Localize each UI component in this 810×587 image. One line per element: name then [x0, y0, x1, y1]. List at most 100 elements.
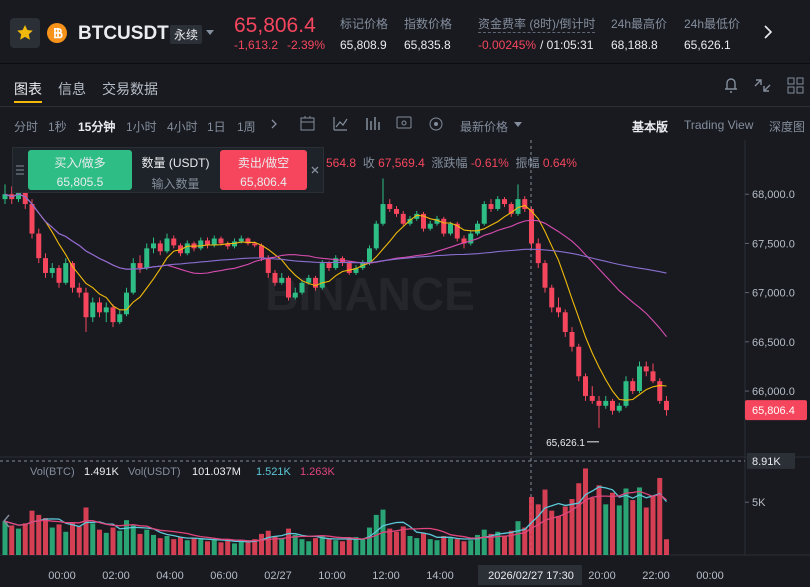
volume-bar: [589, 498, 595, 555]
buy-label: 买入/做多: [54, 156, 106, 170]
volume-bar: [83, 507, 89, 555]
ohlc-label: 振幅: [515, 156, 540, 170]
view[interactable]: Trading View: [684, 118, 754, 132]
candle-body: [151, 243, 156, 249]
drag-handle[interactable]: [13, 148, 27, 192]
volume-bar: [272, 536, 278, 555]
ohlc-value: 564.8: [326, 156, 357, 170]
interval[interactable]: 分时: [14, 120, 39, 134]
view-active[interactable]: 基本版: [632, 120, 669, 134]
x-tick-label: 02/27: [264, 570, 292, 582]
volume-bar: [137, 533, 143, 555]
candle-body: [279, 277, 285, 283]
y-tick-label: 66,000.0: [752, 386, 795, 398]
volume-bar: [360, 539, 366, 555]
candle-body: [569, 331, 575, 347]
divider: [0, 63, 810, 64]
candle-body: [596, 400, 602, 406]
candle-body: [400, 213, 406, 224]
volume-bar: [171, 539, 177, 555]
volume-bar: [191, 538, 197, 555]
vol-legend: 1.263K: [300, 466, 336, 478]
volume-bar: [76, 526, 82, 555]
favorite-button[interactable]: [10, 18, 40, 48]
candle-body: [495, 199, 501, 209]
volume-bar: [313, 538, 318, 555]
crosshair-vol-box: [747, 452, 795, 469]
vol-legend: Vol(USDT): [128, 466, 181, 478]
x-tick-label: 10:00: [318, 570, 346, 582]
scroll-left: [3, 514, 10, 528]
volume-bar: [259, 533, 264, 555]
candle-body: [468, 233, 474, 244]
qty-placeholder: 输入数量: [151, 177, 200, 191]
sell-label: 卖出/做空: [237, 156, 290, 170]
interval[interactable]: 1日: [207, 120, 226, 134]
x-tick-label: 00:00: [48, 570, 76, 582]
interval[interactable]: 4小时: [167, 120, 198, 134]
volume-bar: [184, 540, 190, 555]
volume-bar: [238, 541, 244, 555]
x-tick-label: 06:00: [210, 570, 238, 582]
volume-bar: [218, 542, 224, 555]
qty-input[interactable]: 数量 (USDT) 输入数量: [133, 150, 218, 191]
candle-body: [414, 213, 420, 219]
x-tick-label: 00:00: [696, 570, 724, 582]
last-price: 65,806.4: [234, 14, 316, 37]
stat-label: 24h最低价: [684, 17, 741, 31]
interval[interactable]: 1小时: [126, 120, 157, 134]
volume-bar: [407, 536, 413, 555]
interval-active[interactable]: 15分钟: [78, 120, 116, 134]
chart: BINANCE 68,000.0 67,500.0 67,000.0 66,500.0 6…: [0, 140, 810, 585]
y-tick-label: 67,500.0: [752, 238, 795, 250]
scroll-right[interactable]: [763, 25, 773, 39]
candle-body: [272, 272, 278, 283]
candle-body: [387, 204, 393, 209]
candle-body: [130, 263, 136, 293]
symbol[interactable]: BTCUSDT: [78, 23, 169, 44]
vol-legend: 101.037M: [192, 466, 241, 478]
volume-bar: [198, 539, 204, 555]
volume-bar: [522, 527, 528, 555]
dropdown-icon[interactable]: [514, 122, 522, 128]
view[interactable]: 深度图: [769, 120, 806, 134]
tab-icons[interactable]: [720, 74, 810, 96]
candle-body: [238, 238, 244, 242]
ohlc-label: 收: [362, 156, 375, 170]
volume-bar: [346, 538, 352, 555]
dropdown-icon[interactable]: [205, 29, 215, 37]
drag-icon: [16, 165, 24, 175]
candle-body: [353, 268, 359, 273]
volume-bar: [333, 540, 339, 555]
candle-body: [610, 400, 615, 411]
interval[interactable]: 1周: [237, 120, 256, 134]
crosshair-time-box: [478, 565, 582, 585]
volume-bar: [454, 539, 460, 555]
tab[interactable]: 信息: [58, 81, 86, 97]
tool-icons[interactable]: [270, 114, 450, 134]
candle-body: [198, 240, 204, 249]
volume-bar: [481, 529, 487, 555]
interval[interactable]: 1秒: [48, 120, 67, 134]
candle-body: [394, 208, 399, 214]
candle-body: [616, 405, 622, 411]
volume-bar: [2, 521, 8, 555]
candle-body: [36, 233, 42, 259]
vol-tick-label: 5K: [752, 497, 766, 509]
candle-body: [306, 277, 312, 283]
volume-bar: [245, 542, 251, 555]
price-type[interactable]: 最新价格: [460, 120, 509, 134]
volume-bar: [421, 532, 426, 555]
candle-body: [63, 263, 69, 283]
volume-bar: [70, 522, 75, 555]
tab[interactable]: 交易数据: [102, 81, 158, 97]
low-label: 65,626.1: [546, 438, 585, 449]
close-panel[interactable]: [310, 165, 320, 175]
candle-body: [535, 243, 541, 264]
candle-body: [333, 258, 339, 269]
buy-button[interactable]: 买入/做多 65,805.5: [28, 150, 132, 190]
volume-bar: [299, 539, 305, 555]
sell-button[interactable]: 卖出/做空 65,806.4: [220, 150, 307, 190]
volume-bar: [664, 539, 669, 555]
tab-active[interactable]: 图表: [14, 81, 42, 97]
